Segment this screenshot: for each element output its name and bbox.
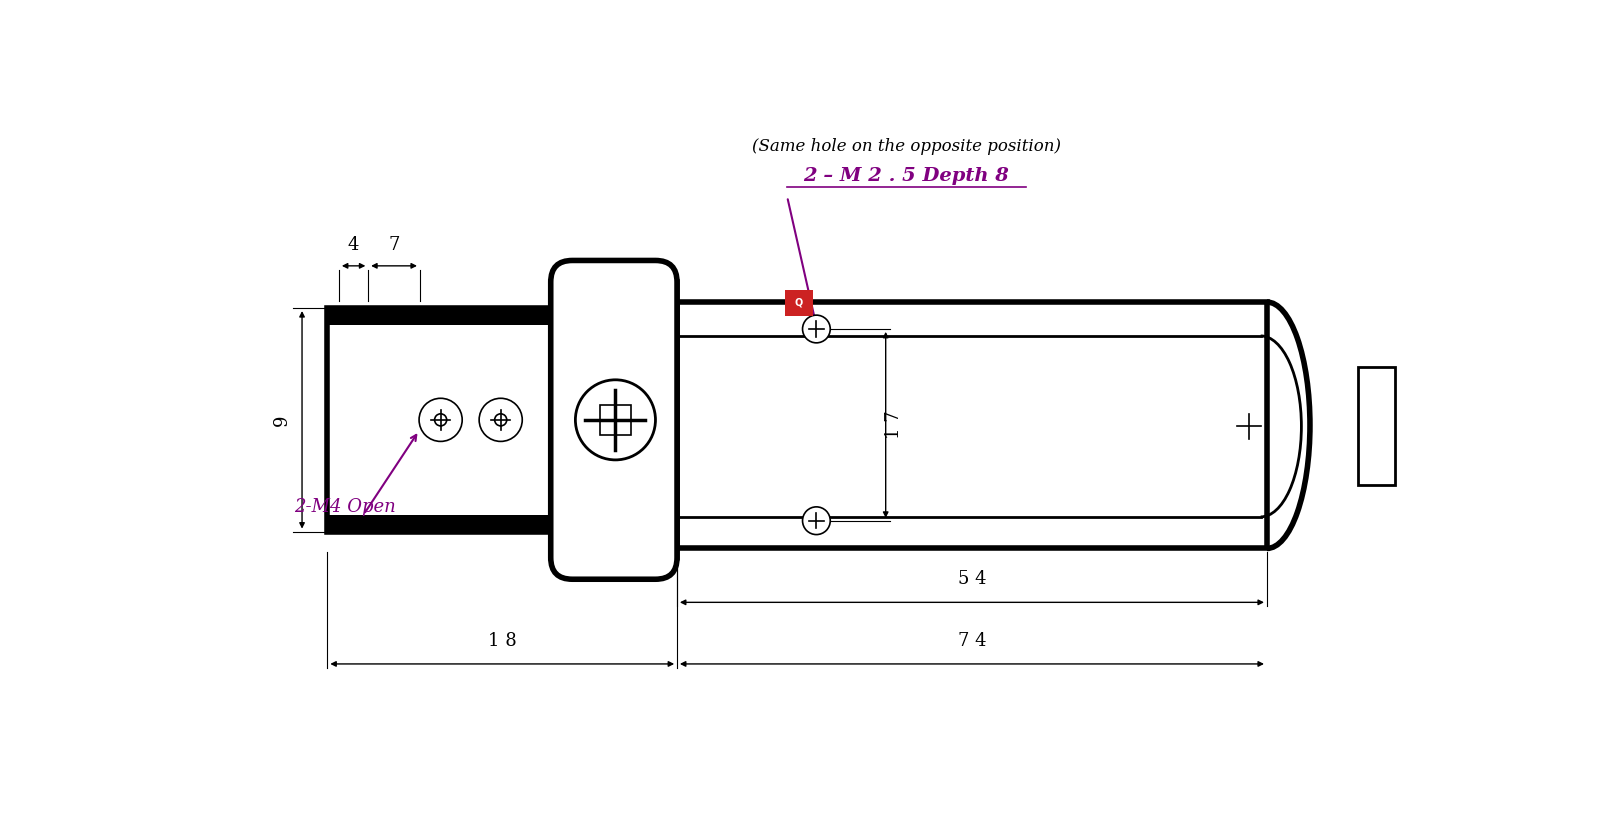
FancyBboxPatch shape (550, 282, 676, 558)
Circle shape (575, 379, 655, 460)
Circle shape (479, 398, 523, 441)
Text: 9: 9 (273, 414, 291, 425)
Bar (328, 308, 550, 532)
Text: Q: Q (794, 298, 802, 308)
Text: 2 – M 2 . 5 Depth 8: 2 – M 2 . 5 Depth 8 (804, 167, 1009, 184)
Circle shape (434, 414, 447, 425)
Circle shape (802, 315, 830, 343)
Circle shape (420, 398, 462, 441)
Text: 5 4: 5 4 (957, 570, 986, 588)
Bar (1359, 367, 1396, 486)
Text: 2-M4 Open: 2-M4 Open (294, 498, 395, 516)
Text: 1 7: 1 7 (884, 411, 902, 439)
Text: (Same hole on the opposite position): (Same hole on the opposite position) (752, 138, 1060, 155)
Text: 1 8: 1 8 (487, 632, 516, 650)
Bar (784, 290, 812, 316)
FancyBboxPatch shape (550, 260, 676, 579)
Text: 7 4: 7 4 (957, 632, 986, 650)
Circle shape (494, 414, 507, 425)
Bar (676, 302, 1267, 548)
Text: 7: 7 (389, 235, 400, 253)
Text: 4: 4 (349, 235, 360, 253)
Bar (600, 405, 631, 435)
Bar (328, 514, 550, 532)
Bar (328, 308, 550, 325)
Circle shape (802, 507, 830, 535)
